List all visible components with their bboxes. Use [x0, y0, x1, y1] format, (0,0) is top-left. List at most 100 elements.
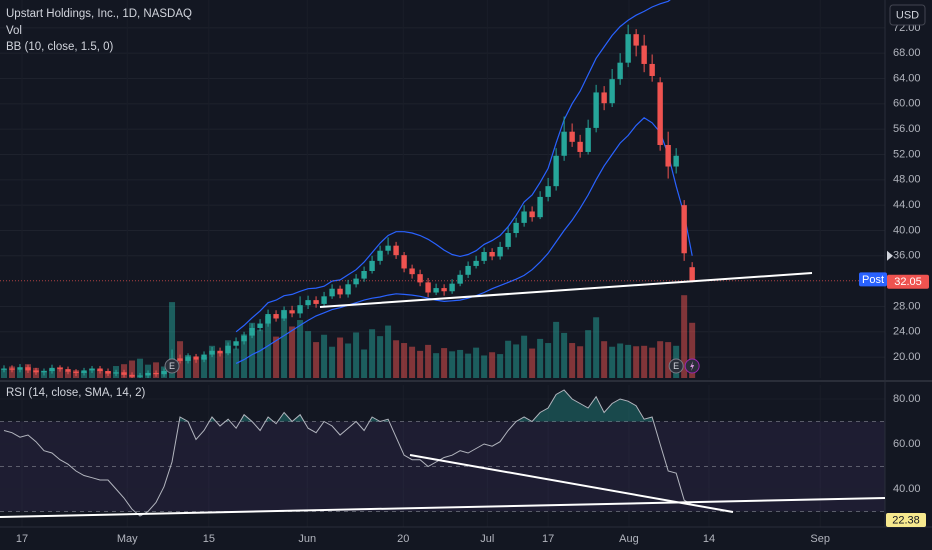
candle-body: [497, 246, 503, 257]
rsi-legend: RSI (14, close, SMA, 14, 2): [6, 387, 146, 399]
volume-bar: [369, 329, 376, 378]
x-tick-label: 17: [542, 533, 554, 545]
volume-bar: [617, 343, 624, 378]
candle-body: [161, 371, 167, 375]
volume-bar: [241, 334, 248, 378]
candle-body: [545, 186, 551, 197]
volume-bar: [17, 369, 24, 378]
volume-bar: [89, 368, 96, 378]
candle-body: [153, 372, 159, 375]
candle-body: [329, 288, 335, 297]
volume-bar: [313, 342, 320, 378]
rsi-line: [3, 389, 693, 517]
candle-body: [265, 314, 271, 324]
volume-bar: [609, 346, 616, 378]
earnings-icon: [668, 358, 684, 374]
candle-body: [137, 375, 143, 377]
candle-body: [281, 310, 287, 319]
candle-body: [609, 79, 615, 104]
candle-body: [377, 250, 383, 261]
bb-legend: BB (10, close, 1.5, 0): [6, 41, 114, 53]
x-tick-label: Sep: [810, 533, 830, 545]
volume-bar: [297, 320, 304, 378]
candle-body: [441, 288, 447, 292]
candle-body: [97, 368, 103, 372]
y-tick-label: 20.00: [893, 351, 921, 363]
volume-bar: [545, 343, 552, 378]
volume-bar: [217, 352, 224, 378]
volume-bar: [577, 346, 584, 378]
y-tick-label: 68.00: [893, 47, 921, 59]
candle-body: [529, 211, 535, 218]
candle-body: [345, 284, 351, 295]
volume-bar: [409, 346, 416, 378]
y-tick-label: 56.00: [893, 123, 921, 135]
volume-bar: [529, 348, 536, 378]
volume-bar: [337, 337, 344, 378]
candle-body: [105, 371, 111, 374]
rsi-tick-label: 40.00: [893, 483, 921, 495]
rsi-pane: [0, 385, 885, 527]
candle-body: [457, 274, 463, 284]
volume-bar: [433, 353, 440, 378]
rsi-tick-label: 60.00: [893, 438, 921, 450]
volume-bar: [353, 332, 360, 378]
last-price-box: [887, 274, 929, 289]
currency-button[interactable]: [889, 4, 926, 26]
rsi-overbought-fill: [4, 390, 693, 422]
candle-body: [409, 268, 415, 275]
volume-bar: [249, 322, 256, 378]
candle-body: [521, 211, 527, 223]
volume-bar: [441, 348, 448, 378]
y-tick-label: 52.00: [893, 148, 921, 160]
volume-bar: [273, 336, 280, 378]
x-tick-label: Aug: [619, 533, 639, 545]
candle-body: [73, 371, 79, 373]
volume-bar: [633, 346, 640, 378]
candle-body: [129, 374, 135, 377]
y-tick-label: 64.00: [893, 72, 921, 84]
volume-bar: [361, 349, 368, 378]
candle-body: [217, 350, 223, 354]
volume-bar: [265, 315, 272, 378]
x-tick-label: May: [117, 533, 138, 545]
candle-body: [121, 372, 127, 375]
volume-bar: [489, 352, 496, 378]
y-tick-label: 44.00: [893, 199, 921, 211]
volume-bar: [649, 347, 656, 378]
volume-bar: [561, 332, 568, 378]
x-tick-label: Jul: [480, 533, 494, 545]
candle-body: [673, 155, 679, 167]
volume-bar: [593, 317, 600, 378]
candle-body: [417, 274, 423, 283]
candle-body: [145, 372, 151, 376]
candle-body: [225, 345, 231, 354]
candle-body: [449, 283, 455, 292]
earnings-label: E: [673, 361, 679, 371]
candle-body: [601, 92, 607, 104]
volume-bar: [321, 334, 328, 378]
trend-line: [319, 272, 813, 308]
candle-body: [25, 367, 31, 371]
volume-bar: [625, 344, 632, 378]
x-tick-label: 20: [397, 533, 409, 545]
candle-body: [337, 288, 343, 295]
currency-label[interactable]: USD: [896, 9, 919, 21]
rsi-value-box: [886, 513, 926, 527]
post-tag: [859, 272, 887, 287]
volume-bar: [57, 366, 64, 378]
volume-bar: [377, 336, 384, 378]
candle-body: [401, 255, 407, 269]
candle-body: [489, 252, 495, 257]
volume-bar: [385, 325, 392, 378]
volume-bar: [505, 340, 512, 378]
candle-body: [305, 300, 311, 306]
volume-bar: [657, 341, 664, 378]
volume-bar: [65, 371, 72, 378]
candle-body: [297, 305, 303, 314]
volume-bar: [289, 326, 296, 378]
volume-bar: [345, 343, 352, 378]
candle-body: [569, 131, 575, 142]
candle-body: [617, 62, 623, 80]
volume-bar: [225, 340, 232, 378]
